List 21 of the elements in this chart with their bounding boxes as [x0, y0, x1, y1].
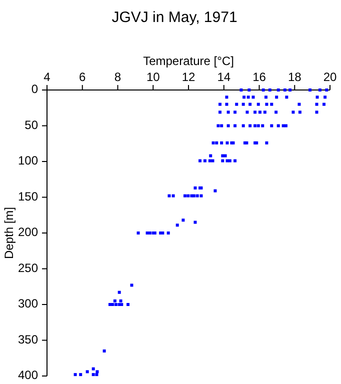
- x-tick-label: 4: [44, 70, 51, 84]
- y-tick-label: 250: [18, 260, 38, 275]
- x-tick-label: 8: [114, 70, 122, 84]
- x-tick-label: 12: [182, 70, 196, 84]
- x-tick-label: 16: [252, 70, 266, 84]
- y-tick-label: 200: [18, 225, 38, 240]
- x-tick-label: 6: [79, 70, 86, 84]
- x-tick-label: 10: [146, 70, 160, 84]
- x-tick-label: 14: [217, 70, 231, 84]
- y-tick-label: 400: [18, 368, 38, 382]
- y-tick-label: 0: [31, 82, 38, 96]
- x-tick-label: 18: [288, 70, 302, 84]
- y-tick-label: 350: [18, 332, 38, 346]
- x-tick-label: 20: [323, 70, 337, 84]
- y-tick-label: 150: [18, 189, 38, 204]
- y-tick-label: 300: [18, 296, 38, 311]
- y-axis-title: Depth [m]: [2, 206, 16, 260]
- chart-title: JGVJ in May, 1971: [112, 9, 238, 26]
- y-tick-label: 100: [18, 154, 38, 168]
- x-axis-title: Temperature [°C]: [143, 54, 234, 68]
- y-tick-label: 50: [24, 118, 38, 132]
